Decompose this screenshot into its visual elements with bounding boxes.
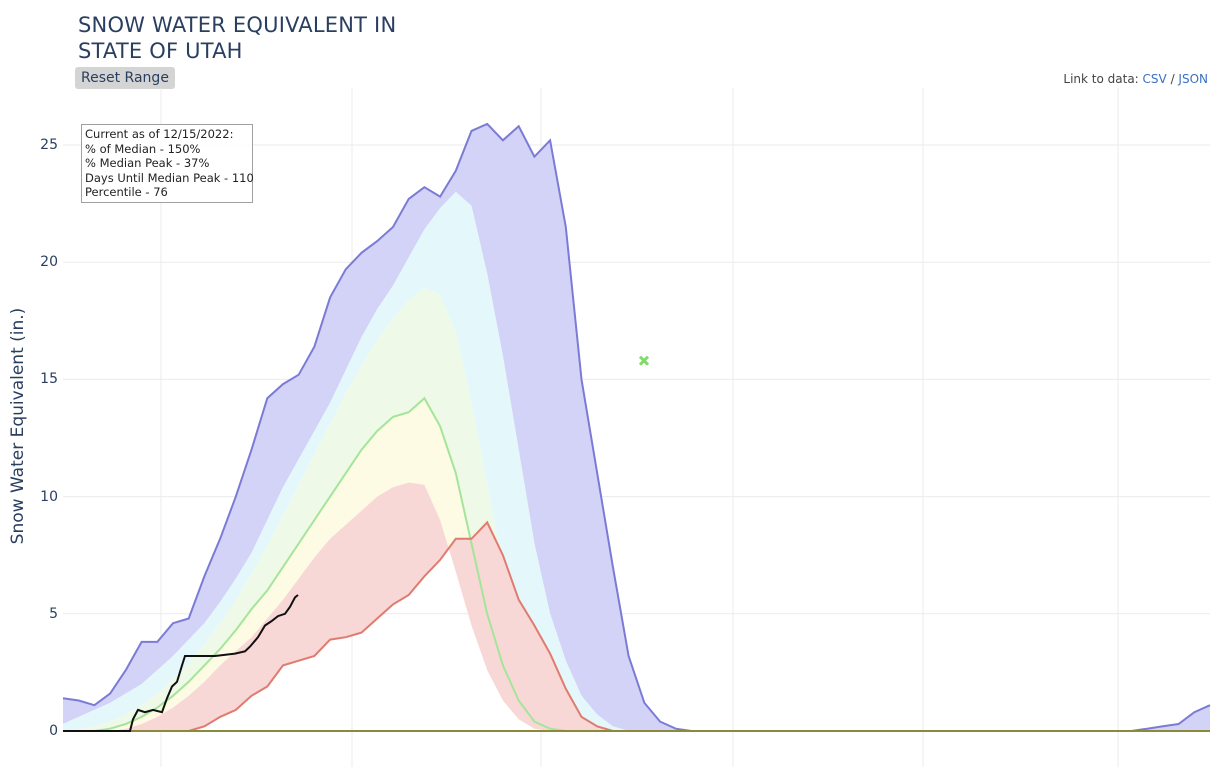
percentile-bands: [63, 123, 1210, 731]
y-tick-label: 0: [49, 723, 58, 739]
stats-days-until-peak: Days Until Median Peak - 110: [85, 170, 254, 185]
series-lines: [62, 122, 1211, 732]
chart-title: SNOW WATER EQUIVALENT IN STATE OF UTAH: [78, 12, 396, 64]
y-tick-label: 20: [40, 254, 58, 271]
stats-percentile: Percentile - 76: [85, 185, 168, 200]
links-separator: /: [1166, 72, 1179, 86]
stats-pct-median: % of Median - 150%: [85, 141, 201, 156]
json-link[interactable]: JSON: [1178, 72, 1208, 86]
stats-pct-median-peak: % Median Peak - 37%: [85, 156, 210, 171]
median-peak-marker: [638, 355, 650, 366]
y-tick-label: 5: [49, 605, 58, 622]
y-tick-label: 15: [40, 371, 58, 388]
y-tick-label: 10: [40, 488, 58, 505]
data-links-label: Link to data:: [1063, 72, 1143, 86]
stats-date: Current as of 12/15/2022:: [85, 127, 234, 141]
reset-range-button[interactable]: Reset Range: [75, 67, 175, 89]
y-tick-label: 25: [40, 137, 58, 153]
current-stats-box: Current as of 12/15/2022: % of Median - …: [81, 124, 254, 203]
data-links: Link to data: CSV / JSON: [1063, 72, 1208, 86]
chart-title-line2: STATE OF UTAH: [78, 39, 243, 63]
csv-link[interactable]: CSV: [1142, 72, 1167, 86]
chart-title-line1: SNOW WATER EQUIVALENT IN: [78, 13, 397, 37]
